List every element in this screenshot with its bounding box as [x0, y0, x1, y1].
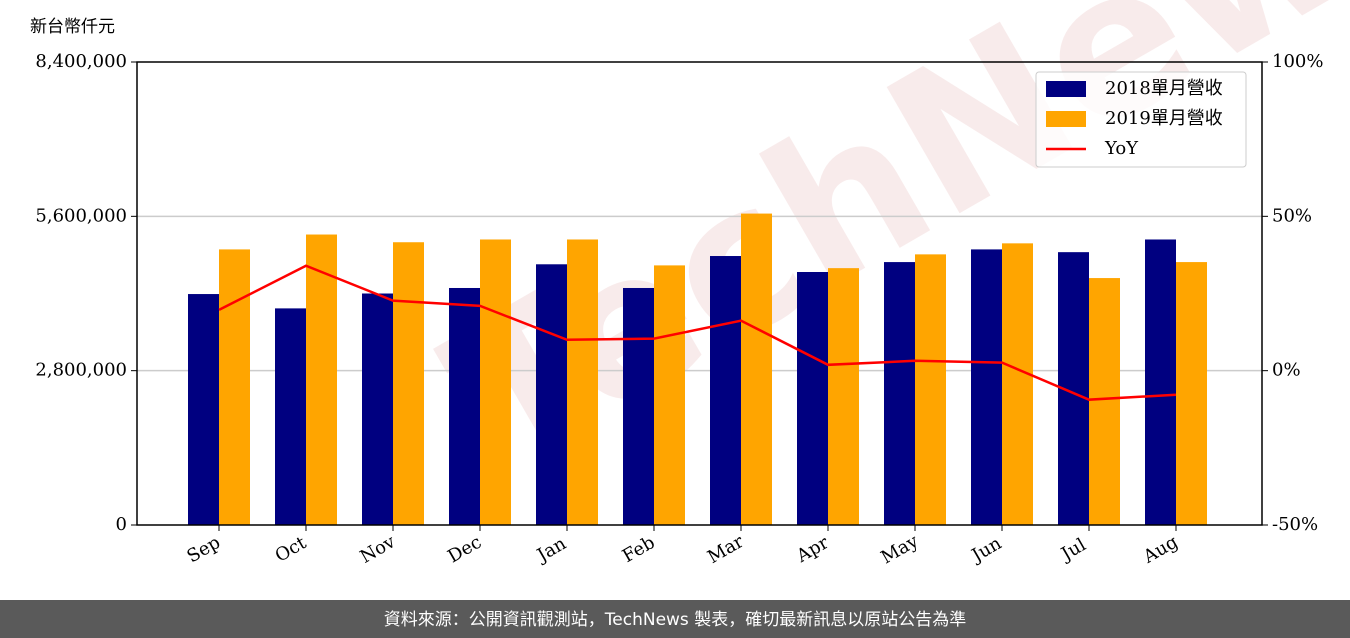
bar	[654, 265, 685, 525]
y2-tick-label: 0%	[1272, 360, 1301, 381]
bar	[188, 294, 219, 525]
bar	[710, 256, 741, 525]
y-tick-label: 8,400,000	[35, 51, 127, 72]
y-axis-label: 新台幣仟元	[30, 17, 115, 37]
bar	[1176, 262, 1207, 525]
y2-tick-label: 50%	[1272, 205, 1312, 226]
bar	[480, 239, 511, 525]
bar	[536, 264, 567, 525]
legend-label: 2019單月營收	[1105, 108, 1223, 129]
x-tick-label: Oct	[272, 532, 311, 567]
bar	[567, 239, 598, 525]
bar	[275, 308, 306, 525]
x-tick-label: Sep	[184, 532, 224, 567]
bar	[884, 262, 915, 525]
bar	[449, 287, 480, 525]
bar	[915, 254, 946, 525]
footer: 資料來源：公開資訊觀測站，TechNews 製表，確切最新訊息以原站公告為準	[384, 610, 966, 630]
y2-tick-label: 100%	[1272, 51, 1323, 72]
y-tick-label: 2,800,000	[35, 360, 127, 381]
bar	[797, 272, 828, 525]
legend-swatch	[1046, 111, 1086, 127]
x-tick-label: May	[877, 530, 922, 568]
y-tick-label: 5,600,000	[35, 205, 127, 226]
x-tick-label: Jan	[532, 533, 570, 567]
legend-label: 2018單月營收	[1105, 78, 1223, 99]
x-tick-label: Dec	[444, 532, 485, 568]
legend-box	[1035, 71, 1247, 168]
legend-label: YoY	[1104, 138, 1139, 159]
x-tick-label: Apr	[792, 532, 832, 567]
x-tick-label: Jul	[1056, 534, 1090, 566]
bar	[971, 249, 1002, 525]
legend: 2018單月營收 2019單月營收 YoY	[1035, 71, 1247, 168]
x-tick-label: Nov	[357, 531, 400, 568]
legend-swatch	[1046, 81, 1086, 97]
x-tick-label: Mar	[704, 531, 748, 568]
x-tick-label: Jun	[967, 533, 1006, 568]
plot-frame	[136, 61, 1263, 526]
bar	[1145, 239, 1176, 525]
x-tick-label: Aug	[1139, 531, 1182, 568]
bar	[306, 234, 337, 525]
bar	[623, 287, 654, 525]
x-tick-label: Feb	[619, 532, 659, 567]
footer-bar	[0, 600, 1350, 638]
bar	[393, 242, 424, 525]
bar	[1089, 278, 1120, 525]
bar	[828, 268, 859, 525]
bar	[219, 249, 250, 525]
line	[218, 264, 1177, 401]
bar	[362, 293, 393, 525]
bar	[741, 213, 772, 525]
y-tick-label: 0	[116, 514, 127, 535]
y2-tick-label: -50%	[1272, 514, 1318, 535]
bar	[1002, 243, 1033, 525]
